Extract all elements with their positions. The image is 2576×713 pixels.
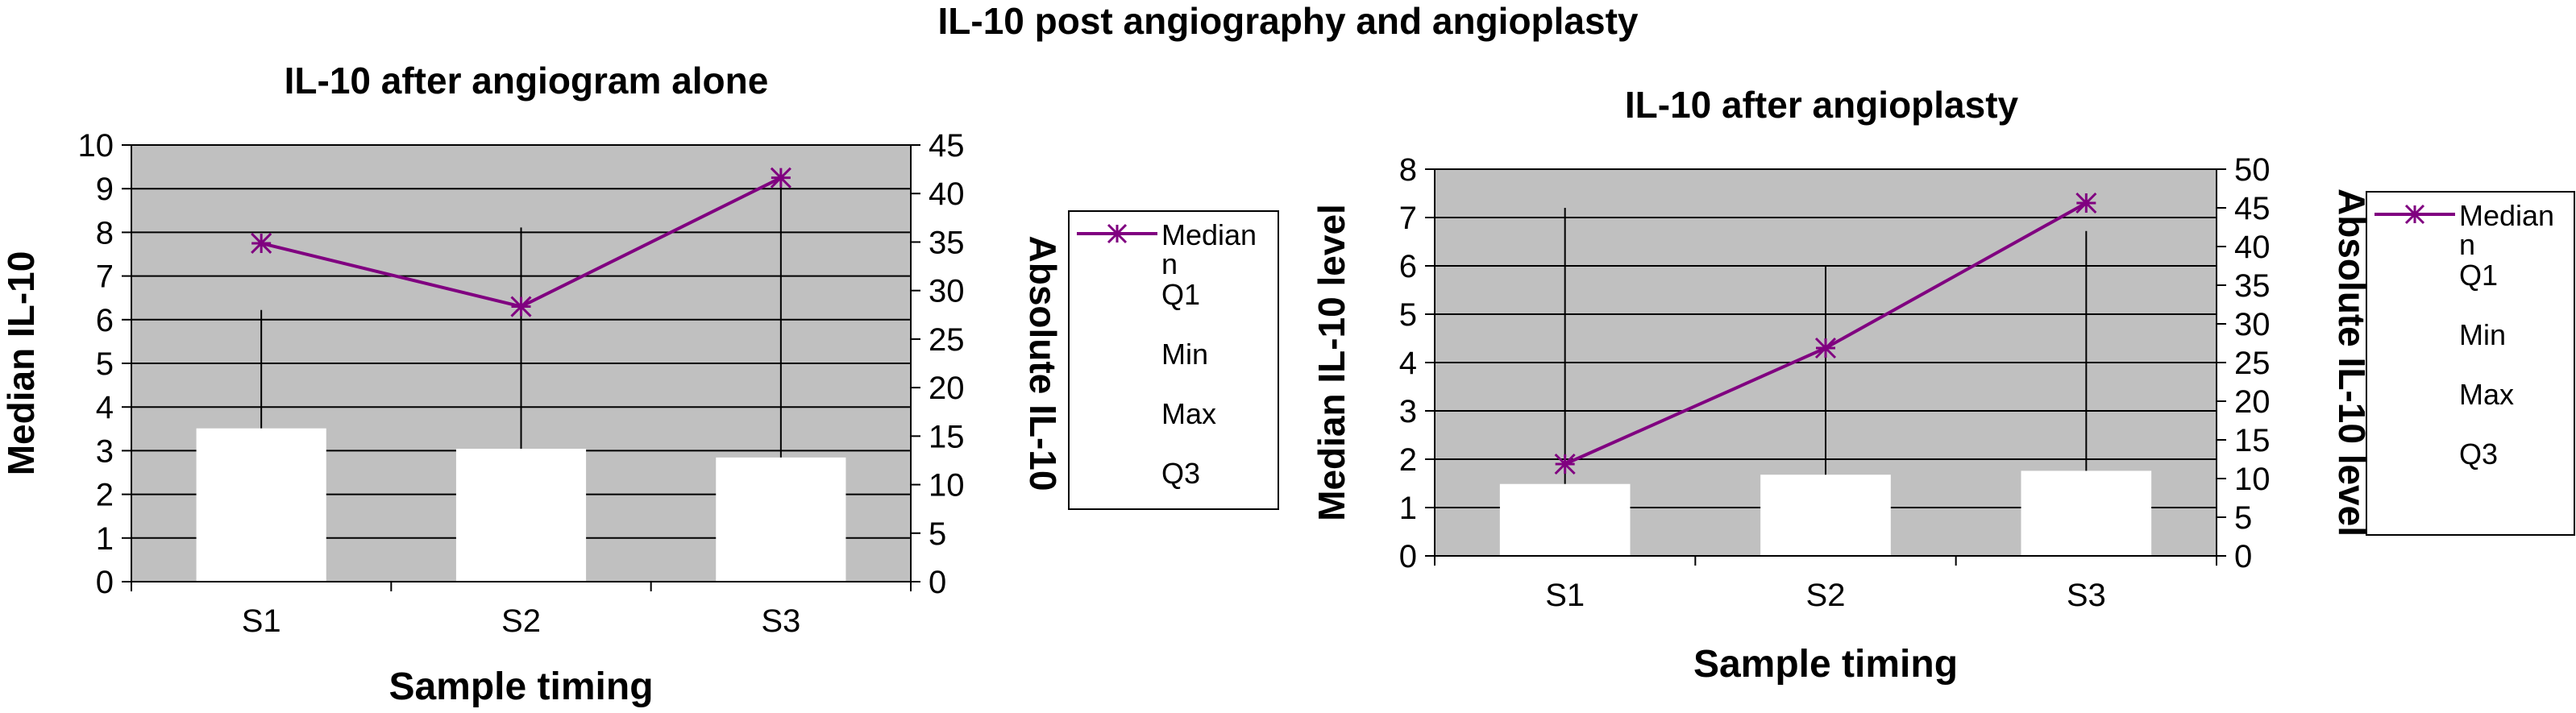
y-tick-label: 6 [1399, 249, 1417, 284]
y-tick-label: 10 [78, 128, 114, 164]
chart-title: IL-10 after angiogram alone [285, 60, 769, 102]
x-axis-label: Sample timing [1693, 643, 1958, 686]
median-point-S1 [251, 232, 272, 255]
x-tick-label: S3 [761, 603, 800, 639]
y2-tick-label: 15 [2234, 423, 2271, 458]
y2-tick-label: 35 [2234, 268, 2271, 304]
median-point-S2 [1814, 337, 1837, 359]
y2-tick-label: 10 [2234, 462, 2271, 497]
legend-label-q1: Q1 [1161, 278, 1200, 311]
y-tick-label: 3 [1399, 394, 1417, 429]
y-tick-label: 1 [1399, 491, 1417, 526]
y-tick-label: 6 [96, 303, 114, 338]
legend-label-min: Min [1161, 338, 1208, 371]
y-tick-label: 5 [96, 346, 114, 382]
y-tick-label: 7 [96, 259, 114, 295]
y2-tick-label: 10 [929, 468, 965, 504]
legend-label-n: n [1161, 247, 1178, 280]
median-point-S3 [2075, 192, 2097, 214]
y2-tick-label: 0 [2234, 539, 2252, 574]
chart-angiogram: S1 S2 S3012345678910051015202530354045IL-1… [0, 60, 1279, 708]
y-tick-label: 1 [96, 521, 114, 557]
bar-q3-S3 [2021, 470, 2152, 556]
x-tick-label: S2 [501, 603, 541, 639]
median-point-S1 [1554, 453, 1576, 475]
y2-tick-label: 20 [929, 371, 965, 406]
x-axis-label: Sample timing [388, 665, 653, 708]
legend-label-median: Median [2459, 199, 2554, 232]
y2-tick-label: 40 [929, 176, 965, 212]
legend-label-min: Min [2459, 318, 2506, 351]
y-tick-label: 3 [96, 433, 114, 469]
legend-label-max: Max [2459, 378, 2514, 411]
y2-tick-label: 5 [2234, 500, 2252, 536]
y-tick-label: 2 [96, 478, 114, 513]
figure-title: IL-10 post angiography and angioplasty [938, 0, 1639, 42]
legend-label-q3: Q3 [1161, 457, 1200, 490]
y2-tick-label: 45 [2234, 191, 2271, 226]
legend-label-q3: Q3 [2459, 437, 2498, 470]
y2-tick-label: 30 [929, 274, 965, 309]
y2-tick-label: 45 [929, 128, 965, 164]
y2-tick-label: 5 [929, 516, 946, 552]
x-tick-label: S2 [1806, 578, 1846, 613]
y2-tick-label: 50 [2234, 152, 2271, 188]
y-tick-label: 8 [1399, 152, 1417, 188]
bar-q3-S2 [1760, 475, 1891, 556]
y-axis-label: Median IL-10 level [1311, 204, 1352, 521]
y2-tick-label: 35 [929, 225, 965, 260]
x-tick-label: S3 [2067, 578, 2106, 613]
legend-box [2366, 191, 2575, 536]
median-point-S3 [770, 167, 791, 189]
bar-q3-S3 [716, 457, 846, 582]
y-tick-label: 4 [96, 390, 114, 425]
chart-title: IL-10 after angioplasty [1625, 84, 2019, 126]
y2-tick-label: 15 [929, 419, 965, 454]
legend-label-n: n [2459, 228, 2475, 261]
median-point-S2 [510, 296, 532, 317]
y-tick-label: 5 [1399, 297, 1417, 333]
chart-angioplasty: S1 S2 S301234567805101520253035404550IL-10… [1311, 84, 2575, 686]
y-tick-label: 2 [1399, 442, 1417, 478]
y2-tick-label: 20 [2234, 384, 2271, 420]
x-tick-label: S1 [242, 603, 281, 639]
legend-label-median: Median [1161, 218, 1257, 251]
legend-median-marker [2404, 204, 2425, 225]
bar-q3-S1 [1499, 483, 1631, 556]
y2-tick-label: 25 [929, 322, 965, 358]
legend-label-max: Max [1161, 397, 1216, 430]
y2-axis-label: Absolute IL-10 [1022, 236, 1064, 491]
y2-tick-label: 40 [2234, 230, 2271, 265]
y-tick-label: 0 [1399, 539, 1417, 574]
bar-q3-S1 [196, 428, 326, 582]
legend-box [1068, 210, 1279, 510]
y-tick-label: 0 [96, 565, 114, 600]
x-tick-label: S1 [1545, 578, 1585, 613]
y2-tick-label: 25 [2234, 346, 2271, 381]
y2-tick-label: 30 [2234, 307, 2271, 342]
legend-median-marker [1107, 223, 1128, 244]
y-tick-label: 8 [96, 215, 114, 251]
y2-tick-label: 0 [929, 565, 946, 600]
y-axis-label: Median IL-10 [0, 251, 42, 476]
y-tick-label: 9 [96, 172, 114, 207]
y-tick-label: 7 [1399, 201, 1417, 236]
legend-label-q1: Q1 [2459, 259, 2498, 292]
bar-q3-S2 [455, 448, 587, 582]
y-tick-label: 4 [1399, 346, 1417, 381]
